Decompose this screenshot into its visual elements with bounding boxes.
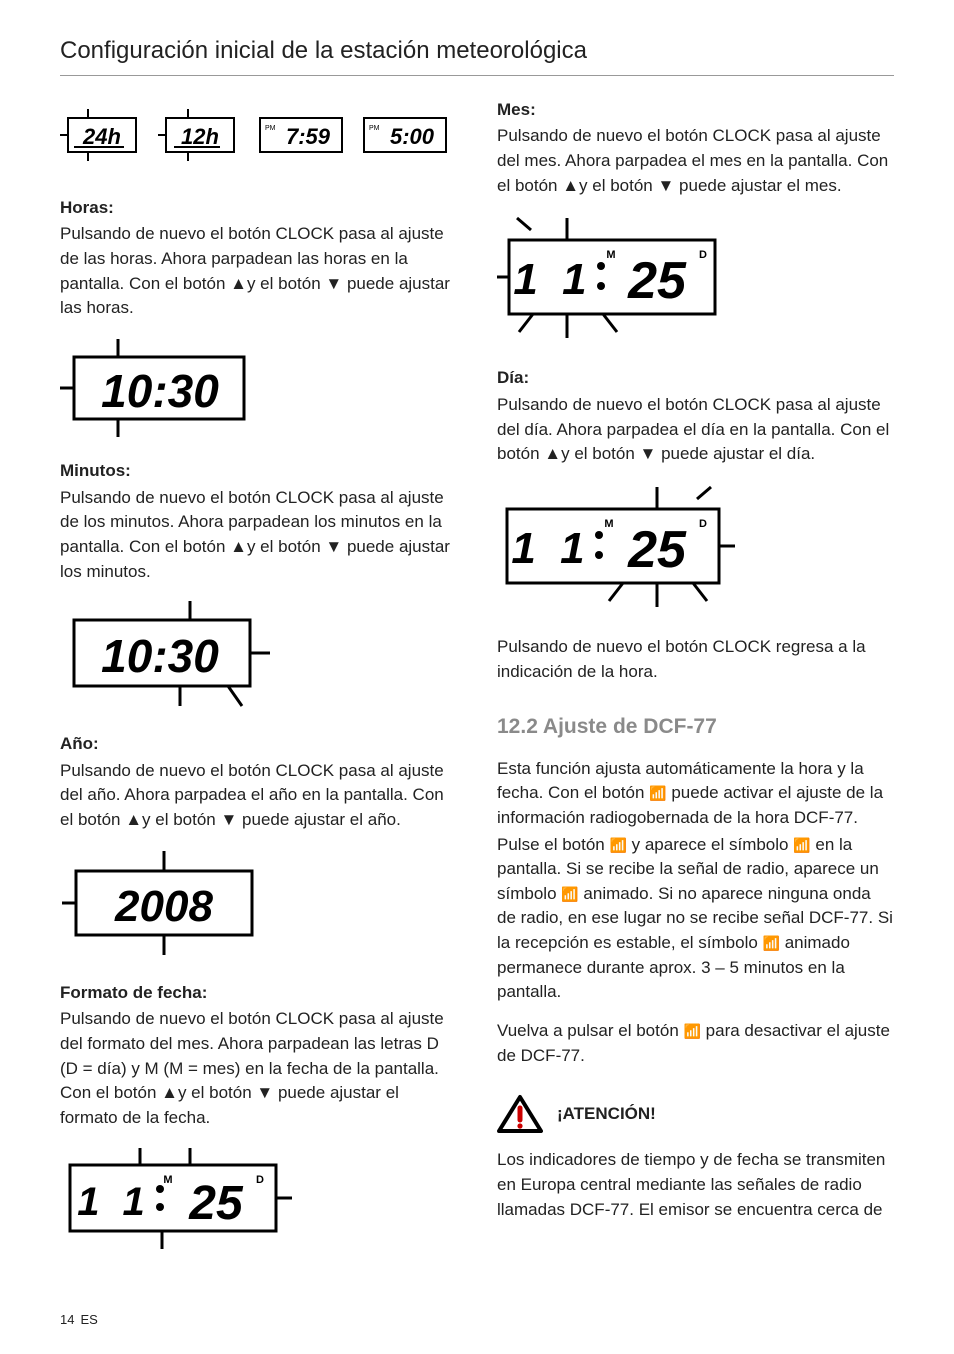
svg-text:PM: PM [265,125,276,132]
minutos-title: Minutos: [60,459,457,484]
page-title: Configuración inicial de la estación met… [60,34,894,76]
warning-icon [497,1094,543,1134]
svg-text:2008: 2008 [114,882,213,931]
radio-icon [649,783,666,802]
svg-text:10:30: 10:30 [101,630,219,682]
radio-icon [684,1021,701,1040]
svg-text:1 1: 1 1 [513,255,592,304]
mes-text: Pulsando de nuevo el botón CLOCK pasa al… [497,124,894,198]
svg-text:12h: 12h [181,124,219,149]
dia-title: Día: [497,366,894,391]
radio-icon [793,835,810,854]
dcf-title: 12.2 Ajuste de DCF-77 [497,712,894,742]
fig-mode-row: 24h 12h PM 7:59 PM 5:00 [60,98,457,178]
dcf-p1: Esta función ajusta automáticamente la h… [497,757,894,831]
svg-text:10:30: 10:30 [101,365,219,417]
mes-title: Mes: [497,98,894,123]
horas-text: Pulsando de nuevo el botón CLOCK pasa al… [60,222,457,321]
minutos-text: Pulsando de nuevo el botón CLOCK pasa al… [60,486,457,585]
radio-icon [609,835,626,854]
svg-text:M: M [604,518,613,530]
fig-formato: 1 1 M D 25 [60,1145,300,1255]
svg-text:5:00: 5:00 [390,124,435,149]
svg-text:D: D [699,249,707,261]
svg-text:M: M [163,1174,172,1186]
svg-text:M: M [606,249,615,261]
fig-horas: 10:30 [60,335,260,445]
svg-text:25: 25 [188,1177,244,1230]
fig-759: PM 7:59 [256,106,346,164]
page-footer: 14ES [60,1311,98,1330]
dcf-p2: Pulse el botón y aparece el símbolo en l… [497,833,894,1005]
svg-text:D: D [699,518,707,530]
attention-label: ¡ATENCIÓN! [557,1102,656,1127]
fig-ano: 2008 [60,847,270,967]
fig-12h: 12h [158,106,242,164]
svg-text:D: D [256,1174,264,1186]
dcf-p3: Vuelva a pulsar el botón para desactivar… [497,1019,894,1068]
fig-mes: 1 1 M D 25 [497,212,737,352]
attention-text: Los indicadores de tiempo y de fecha se … [497,1148,894,1222]
formato-text: Pulsando de nuevo el botón CLOCK pasa al… [60,1007,457,1130]
ano-title: Año: [60,732,457,757]
svg-text:24h: 24h [82,124,121,149]
svg-text:PM: PM [369,125,380,132]
fig-500: PM 5:00 [360,106,450,164]
svg-text:25: 25 [627,252,687,310]
svg-text:1 1: 1 1 [511,524,590,573]
svg-text:1 1: 1 1 [77,1180,151,1224]
svg-text:25: 25 [627,521,687,579]
radio-icon [561,884,578,903]
fig-dia: 1 1 M D 25 [497,481,745,621]
attention-row: ¡ATENCIÓN! [497,1094,894,1134]
svg-text:7:59: 7:59 [286,124,331,149]
fig-24h: 24h [60,106,144,164]
dia-text: Pulsando de nuevo el botón CLOCK pasa al… [497,393,894,467]
horas-title: Horas: [60,196,457,221]
ano-text: Pulsando de nuevo el botón CLOCK pasa al… [60,759,457,833]
formato-title: Formato de fecha: [60,981,457,1006]
fig-minutos: 10:30 [60,598,280,718]
radio-icon [763,933,780,952]
dia-after: Pulsando de nuevo el botón CLOCK regresa… [497,635,894,684]
